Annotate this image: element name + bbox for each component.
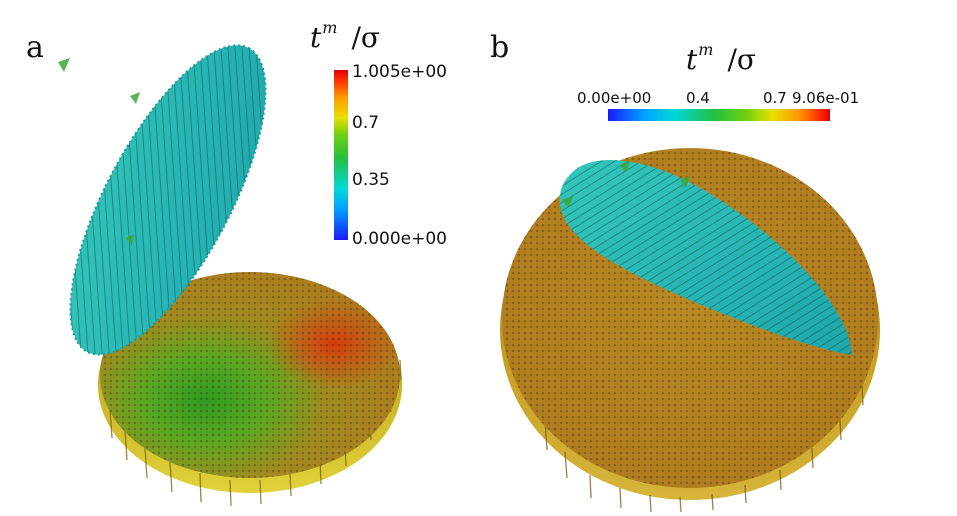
colorbar-title-base: t <box>686 43 697 76</box>
panel-b-tick-max: 9.06e-01 <box>792 91 859 106</box>
panel-a-tick-mid-low: 0.35 <box>352 172 390 189</box>
panel-a-label: a <box>26 30 44 65</box>
panel-b-colorbar-title: tm/σ <box>686 40 756 76</box>
colorbar-title-denom: /σ <box>351 21 380 54</box>
colorbar-title-sup: m <box>322 18 337 37</box>
panel-a-tick-max: 1.005e+00 <box>352 64 447 81</box>
panel-a-tick-min: 0.000e+00 <box>352 231 447 248</box>
panel-b-tick-mid-high: 0.7 <box>763 91 787 106</box>
panel-b-label: b <box>490 30 509 65</box>
panel-a-tick-mid-high: 0.7 <box>352 115 379 132</box>
panel-b-colorbar <box>608 109 830 121</box>
panel-b-tick-min: 0.00e+00 <box>577 91 651 106</box>
panel-a-colorbar <box>334 70 348 240</box>
panel-a-render <box>0 0 957 516</box>
colorbar-title-sup: m <box>698 40 713 59</box>
panel-a-colorbar-title: tm/σ <box>310 18 380 54</box>
panel-b-tick-mid-low: 0.4 <box>686 91 710 106</box>
figure-root: a tm/σ 1.005e+00 0.7 0.35 0.000e+00 b tm… <box>0 0 957 516</box>
colorbar-title-base: t <box>310 21 321 54</box>
colorbar-title-denom: /σ <box>727 43 756 76</box>
